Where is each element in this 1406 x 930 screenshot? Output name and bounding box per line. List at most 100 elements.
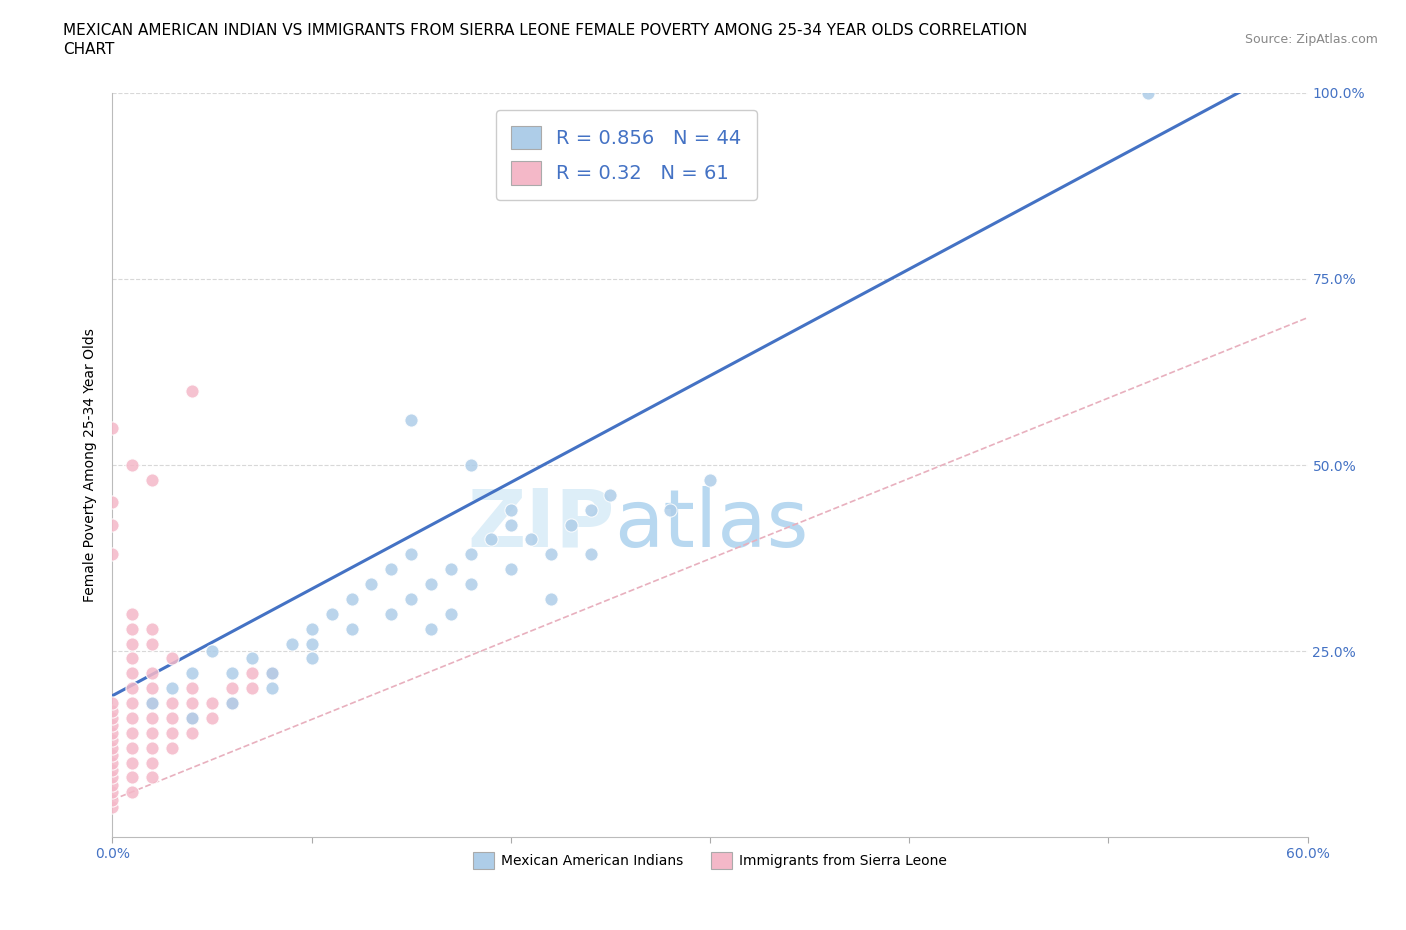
Text: atlas: atlas [614, 485, 808, 564]
Point [401, 547, 423, 562]
Point [162, 681, 183, 696]
Point [240, 651, 263, 666]
Point [141, 725, 163, 740]
Point [101, 792, 124, 807]
Point [201, 711, 224, 725]
Point [162, 696, 183, 711]
Point [101, 770, 124, 785]
Point [181, 711, 204, 725]
Point [181, 696, 204, 711]
Point [121, 725, 143, 740]
Point [101, 547, 124, 562]
Point [460, 547, 482, 562]
Point [460, 577, 482, 591]
Point [141, 472, 163, 487]
Point [101, 711, 124, 725]
Point [599, 487, 621, 502]
Point [121, 636, 143, 651]
Point [141, 755, 163, 770]
Point [121, 711, 143, 725]
Point [101, 517, 124, 532]
Point [479, 532, 502, 547]
Point [401, 591, 423, 606]
Point [420, 577, 443, 591]
Point [260, 666, 283, 681]
Text: ZIP: ZIP [467, 485, 614, 564]
Point [499, 562, 522, 577]
Point [301, 651, 323, 666]
Point [340, 621, 363, 636]
Point [520, 532, 543, 547]
Text: MEXICAN AMERICAN INDIAN VS IMMIGRANTS FROM SIERRA LEONE FEMALE POVERTY AMONG 25-: MEXICAN AMERICAN INDIAN VS IMMIGRANTS FR… [63, 23, 1028, 38]
Point [579, 502, 602, 517]
Point [499, 502, 522, 517]
Point [360, 577, 382, 591]
Point [141, 636, 163, 651]
Point [101, 725, 124, 740]
Point [380, 562, 402, 577]
Point [301, 636, 323, 651]
Point [340, 591, 363, 606]
Point [181, 681, 204, 696]
Point [301, 621, 323, 636]
Point [121, 755, 143, 770]
Point [460, 458, 482, 472]
Point [221, 666, 243, 681]
Point [121, 770, 143, 785]
Point [321, 606, 343, 621]
Point [440, 606, 463, 621]
Point [121, 740, 143, 755]
Point [281, 636, 304, 651]
Legend: Mexican American Indians, Immigrants from Sierra Leone: Mexican American Indians, Immigrants fro… [468, 846, 952, 875]
Point [101, 777, 124, 792]
Point [101, 495, 124, 510]
Point [540, 547, 562, 562]
Point [260, 681, 283, 696]
Point [162, 711, 183, 725]
Point [101, 763, 124, 777]
Point [101, 733, 124, 748]
Point [201, 644, 224, 658]
Point [420, 621, 443, 636]
Point [121, 606, 143, 621]
Point [121, 651, 143, 666]
Point [101, 785, 124, 800]
Point [141, 666, 163, 681]
Point [141, 770, 163, 785]
Point [141, 621, 163, 636]
Point [121, 681, 143, 696]
Point [260, 666, 283, 681]
Point [101, 740, 124, 755]
Point [141, 696, 163, 711]
Point [221, 696, 243, 711]
Point [121, 666, 143, 681]
Y-axis label: Female Poverty Among 25-34 Year Olds: Female Poverty Among 25-34 Year Olds [83, 328, 97, 602]
Point [181, 725, 204, 740]
Point [440, 562, 463, 577]
Point [101, 420, 124, 435]
Text: Source: ZipAtlas.com: Source: ZipAtlas.com [1244, 33, 1378, 46]
Point [659, 502, 682, 517]
Point [121, 621, 143, 636]
Point [221, 681, 243, 696]
Point [401, 413, 423, 428]
Point [141, 681, 163, 696]
Point [240, 666, 263, 681]
Point [162, 725, 183, 740]
Point [221, 696, 243, 711]
Point [181, 711, 204, 725]
Point [121, 696, 143, 711]
Point [101, 696, 124, 711]
Point [101, 800, 124, 815]
Point [101, 755, 124, 770]
Point [101, 748, 124, 763]
Point [141, 696, 163, 711]
Point [141, 740, 163, 755]
Point [201, 696, 224, 711]
Point [540, 591, 562, 606]
Point [1137, 86, 1160, 100]
Point [380, 606, 402, 621]
Point [162, 651, 183, 666]
Point [499, 517, 522, 532]
Point [240, 681, 263, 696]
